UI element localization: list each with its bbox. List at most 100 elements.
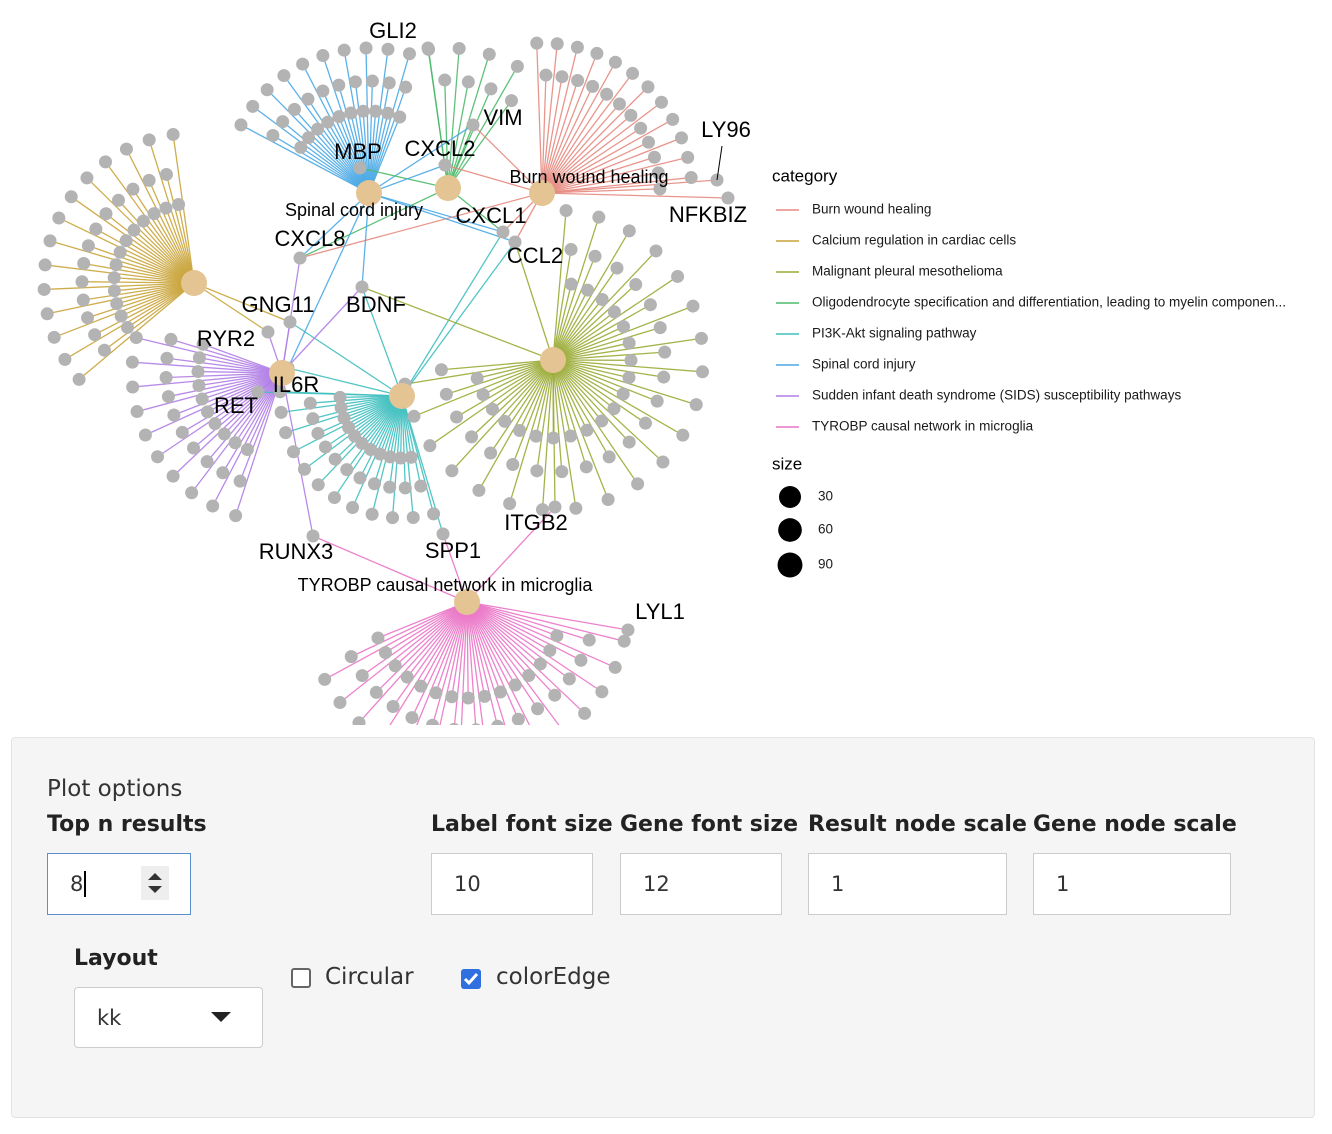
edge	[456, 359, 554, 418]
gene-node	[216, 466, 230, 480]
edge	[310, 395, 403, 404]
legend-label: Calcium regulation in cardiac cells	[812, 233, 1016, 248]
edge	[307, 98, 370, 194]
gene-node	[233, 474, 247, 488]
network-plot: GLI2 VIM LY96 NFKBIZ MBP CXCL2 CXCL1 CXCL8 CCL2 G…	[37, 18, 1286, 725]
gene-node	[626, 66, 640, 80]
edge	[206, 372, 283, 463]
gene-node	[421, 41, 435, 55]
edge	[439, 601, 468, 725]
edge	[471, 359, 554, 438]
edge	[552, 255, 596, 361]
gene-label: ITGB2	[504, 510, 568, 535]
gene-node	[130, 405, 144, 419]
gene-node	[684, 171, 698, 185]
gene-node	[109, 258, 123, 272]
gene-node	[581, 283, 595, 297]
gene-node	[234, 118, 248, 132]
gene-node	[208, 417, 222, 431]
legend-label: Spinal cord injury	[812, 357, 916, 372]
edge	[127, 282, 195, 328]
gene-node	[405, 711, 419, 725]
edge	[373, 395, 403, 484]
edge	[359, 167, 449, 189]
number-input[interactable]: 8	[47, 853, 191, 915]
gene-node	[564, 429, 578, 443]
checkbox[interactable]	[291, 968, 311, 988]
edge	[289, 321, 403, 397]
edge	[466, 601, 629, 631]
gene-node	[559, 204, 573, 218]
edge	[287, 367, 403, 397]
gene-node	[166, 469, 180, 483]
gene-node	[151, 450, 165, 464]
edge	[504, 359, 554, 422]
number-input[interactable]: 1	[1033, 853, 1231, 915]
edge	[552, 359, 572, 437]
gene-node	[311, 426, 325, 440]
gene-node	[622, 371, 636, 385]
edge	[148, 139, 195, 284]
edge	[375, 601, 468, 693]
gene-node	[622, 336, 636, 350]
edge	[368, 81, 374, 194]
edge	[361, 286, 554, 361]
edge	[359, 395, 403, 479]
gene-node	[260, 83, 274, 97]
gene-node	[81, 311, 95, 325]
edge	[368, 192, 516, 243]
edge	[173, 372, 283, 416]
edge	[170, 338, 283, 374]
gene-node	[535, 503, 549, 517]
gene-node	[99, 155, 113, 169]
size-label: 90	[818, 557, 833, 572]
gene-node	[529, 429, 543, 443]
gene-node	[381, 106, 395, 120]
options-panel	[11, 737, 1315, 1118]
edge	[466, 601, 603, 693]
edge	[368, 124, 474, 194]
edge	[368, 86, 407, 194]
gene-node	[365, 507, 379, 521]
gene-node	[546, 431, 560, 445]
edge	[541, 114, 632, 194]
gene-node	[89, 222, 103, 236]
gene-node	[355, 669, 369, 683]
edge	[466, 601, 502, 693]
gene-node	[402, 47, 416, 61]
gene-node	[386, 700, 400, 714]
checkbox[interactable]	[460, 968, 482, 990]
gene-node	[160, 351, 174, 365]
edge	[447, 100, 513, 189]
gene-node	[629, 278, 643, 292]
edge	[198, 372, 283, 387]
gene-node	[508, 235, 522, 249]
edge	[368, 192, 504, 233]
gene-node	[649, 244, 663, 258]
edge	[70, 196, 195, 284]
edge	[283, 75, 370, 194]
gene-node	[127, 223, 141, 237]
gene-node	[550, 629, 564, 643]
gene-node	[478, 689, 492, 703]
gene-node	[346, 501, 360, 515]
number-input[interactable]: 12	[620, 853, 782, 915]
number-input[interactable]: 1	[808, 853, 1007, 915]
gene-node	[438, 158, 452, 172]
gene-node	[47, 330, 61, 344]
gene-node	[472, 483, 486, 497]
edge	[431, 601, 468, 725]
edge	[411, 601, 468, 718]
gene-node	[356, 104, 370, 118]
gene-label: VIM	[483, 105, 522, 130]
layout-select[interactable]: kk	[74, 987, 263, 1048]
spinner[interactable]	[141, 866, 169, 900]
category-node	[454, 589, 480, 615]
number-input[interactable]: 10	[431, 853, 593, 915]
input-value: 1	[1056, 872, 1070, 896]
edge	[346, 395, 403, 470]
input-value: 12	[643, 872, 670, 896]
edge	[406, 601, 468, 678]
gene-node	[273, 385, 287, 399]
edge	[104, 282, 195, 351]
